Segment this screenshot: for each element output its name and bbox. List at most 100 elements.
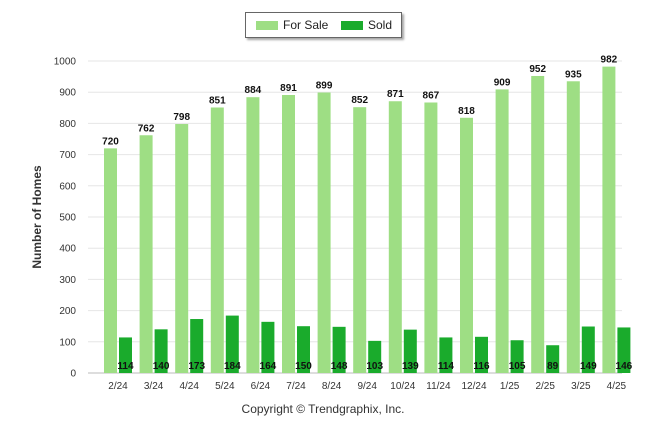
legend-item-sold: Sold	[341, 18, 392, 32]
data-label-for-sale: 720	[102, 136, 119, 147]
bar-for-sale	[282, 95, 295, 374]
legend-swatch-sold	[341, 21, 363, 31]
bar-for-sale	[531, 75, 545, 373]
x-tick-label: 9/24	[357, 381, 377, 392]
data-label-sold: 173	[188, 361, 205, 372]
bar-sold	[475, 336, 488, 373]
y-tick-label: 900	[59, 88, 76, 99]
bar-sold	[439, 337, 453, 373]
x-tick-label: 3/25	[571, 381, 591, 392]
bar-for-sale	[602, 66, 616, 373]
x-tick-label: 2/24	[108, 381, 128, 392]
data-label-sold: 105	[509, 361, 526, 372]
data-label-for-sale: 798	[173, 112, 190, 123]
y-tick-label: 400	[59, 244, 76, 255]
y-tick-label: 100	[59, 337, 76, 348]
bar-sold	[332, 326, 346, 373]
x-tick-label: 1/25	[500, 381, 520, 392]
bar-sold	[297, 326, 310, 373]
data-label-for-sale: 851	[209, 95, 226, 106]
x-tick-label: 2/25	[535, 381, 555, 392]
data-label-for-sale: 982	[601, 55, 618, 66]
y-tick-label: 1000	[54, 57, 77, 68]
x-axis-ticks: 2/24 3/24 4/24 5/24 6/24 7/24 8/24 9/24 10/24 11/…	[108, 381, 626, 392]
bar-for-sale	[353, 107, 367, 374]
data-label-sold: 103	[366, 361, 383, 372]
bars-group	[104, 66, 631, 374]
data-label-for-sale: 762	[138, 123, 155, 134]
data-label-for-sale: 852	[351, 95, 368, 106]
data-label-sold: 140	[153, 361, 170, 372]
data-labels: 720 114 762 140 798 173 851 184 884 164 891 150 899 1…	[102, 55, 633, 372]
data-label-for-sale: 867	[423, 90, 440, 101]
legend-label-sold: Sold	[368, 18, 393, 32]
bar-for-sale	[424, 102, 438, 373]
x-tick-label: 12/24	[461, 381, 486, 392]
bar-sold	[510, 340, 524, 373]
bar-sold	[617, 327, 631, 373]
x-tick-label: 6/24	[251, 381, 271, 392]
y-tick-label: 700	[59, 150, 76, 161]
data-label-for-sale: 935	[565, 69, 582, 80]
bar-for-sale	[139, 135, 153, 373]
y-axis-ticks: 0 100 200 300 400 500 600 700 800 900 1000	[54, 57, 77, 380]
bar-sold	[190, 319, 204, 373]
data-label-sold: 148	[331, 361, 348, 372]
legend: For Sale Sold	[245, 12, 402, 38]
bar-sold	[546, 345, 560, 373]
data-label-for-sale: 899	[316, 81, 333, 92]
bar-for-sale	[495, 89, 509, 373]
bar-sold	[154, 329, 168, 373]
bar-for-sale	[210, 107, 224, 373]
bar-for-sale	[460, 117, 473, 373]
x-tick-label: 3/24	[144, 381, 164, 392]
x-tick-label: 10/24	[390, 381, 415, 392]
y-tick-label: 300	[59, 275, 76, 286]
bar-for-sale	[317, 92, 331, 374]
y-tick-label: 0	[70, 369, 76, 380]
bar-sold	[403, 329, 417, 373]
x-tick-label: 7/24	[286, 381, 306, 392]
x-tick-label: 5/24	[215, 381, 235, 392]
legend-label-for-sale: For Sale	[283, 18, 329, 32]
legend-item-for-sale: For Sale	[256, 18, 328, 32]
bar-for-sale	[104, 148, 117, 373]
data-label-for-sale: 891	[280, 83, 297, 94]
bar-for-sale	[175, 124, 189, 373]
data-label-sold: 139	[402, 361, 419, 372]
bar-for-sale	[388, 101, 402, 374]
data-label-sold: 146	[616, 361, 633, 372]
data-label-sold: 184	[224, 361, 241, 372]
data-label-sold: 114	[117, 361, 134, 372]
data-label-sold: 114	[438, 361, 455, 372]
legend-swatch-for-sale	[256, 21, 278, 31]
data-label-for-sale: 871	[387, 89, 404, 100]
x-tick-label: 4/25	[607, 381, 627, 392]
data-label-sold: 164	[260, 361, 277, 372]
y-axis-label: Number of Homes	[30, 165, 44, 269]
data-label-for-sale: 909	[494, 77, 511, 88]
data-label-sold: 150	[295, 361, 312, 372]
copyright-text: Copyright © Trendgraphix, Inc.	[241, 402, 405, 416]
data-label-sold: 149	[580, 361, 597, 372]
data-label-for-sale: 952	[529, 64, 546, 75]
y-tick-label: 600	[59, 181, 76, 192]
data-label-sold: 89	[547, 361, 559, 372]
bar-for-sale	[246, 97, 260, 373]
data-label-for-sale: 884	[245, 85, 262, 96]
data-label-for-sale: 818	[458, 106, 475, 117]
bar-sold	[368, 340, 382, 373]
bar-sold	[581, 326, 595, 373]
x-tick-label: 4/24	[179, 381, 199, 392]
bar-sold	[119, 337, 132, 373]
bar-for-sale	[566, 81, 580, 373]
x-tick-label: 11/24	[426, 381, 451, 392]
y-tick-label: 500	[59, 213, 76, 224]
x-tick-label: 8/24	[322, 381, 342, 392]
data-label-sold: 116	[473, 361, 490, 372]
y-tick-label: 200	[59, 306, 76, 317]
bar-sold	[225, 315, 239, 373]
y-tick-label: 800	[59, 119, 76, 130]
bar-sold	[261, 321, 275, 373]
